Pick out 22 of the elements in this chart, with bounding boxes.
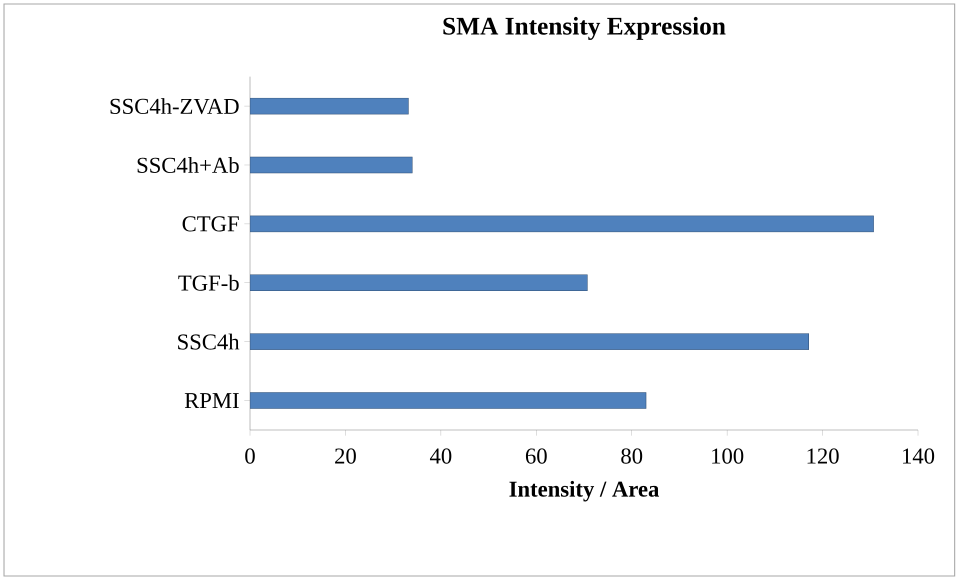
x-axis-title: Intensity / Area (509, 480, 660, 502)
bar (250, 156, 413, 174)
x-tick-label: 100 (712, 448, 744, 464)
y-tick-label: SSC4h+Ab (138, 157, 239, 173)
x-tick-label: 140 (902, 448, 934, 464)
x-tick-label: 60 (526, 448, 547, 464)
x-tick-label: 40 (430, 448, 452, 464)
y-tick-label: SSC4h-ZVAD (110, 98, 239, 114)
y-tick-label: RPMI (184, 393, 239, 408)
y-tick-label: TGF-b (178, 274, 239, 291)
bar (250, 392, 646, 409)
x-tick-label: 120 (808, 448, 839, 464)
bar (250, 274, 588, 292)
x-tick-label: 20 (335, 448, 356, 464)
x-tick-label: 0 (245, 448, 255, 464)
bar (250, 333, 810, 350)
y-tick-label: CTGF (182, 216, 239, 232)
bar (250, 216, 874, 232)
y-tick-label: SSC4h (178, 334, 240, 350)
chart-title: SMA Intensity Expression (443, 16, 726, 40)
x-tick-label: 80 (621, 448, 642, 464)
bar (250, 98, 409, 114)
